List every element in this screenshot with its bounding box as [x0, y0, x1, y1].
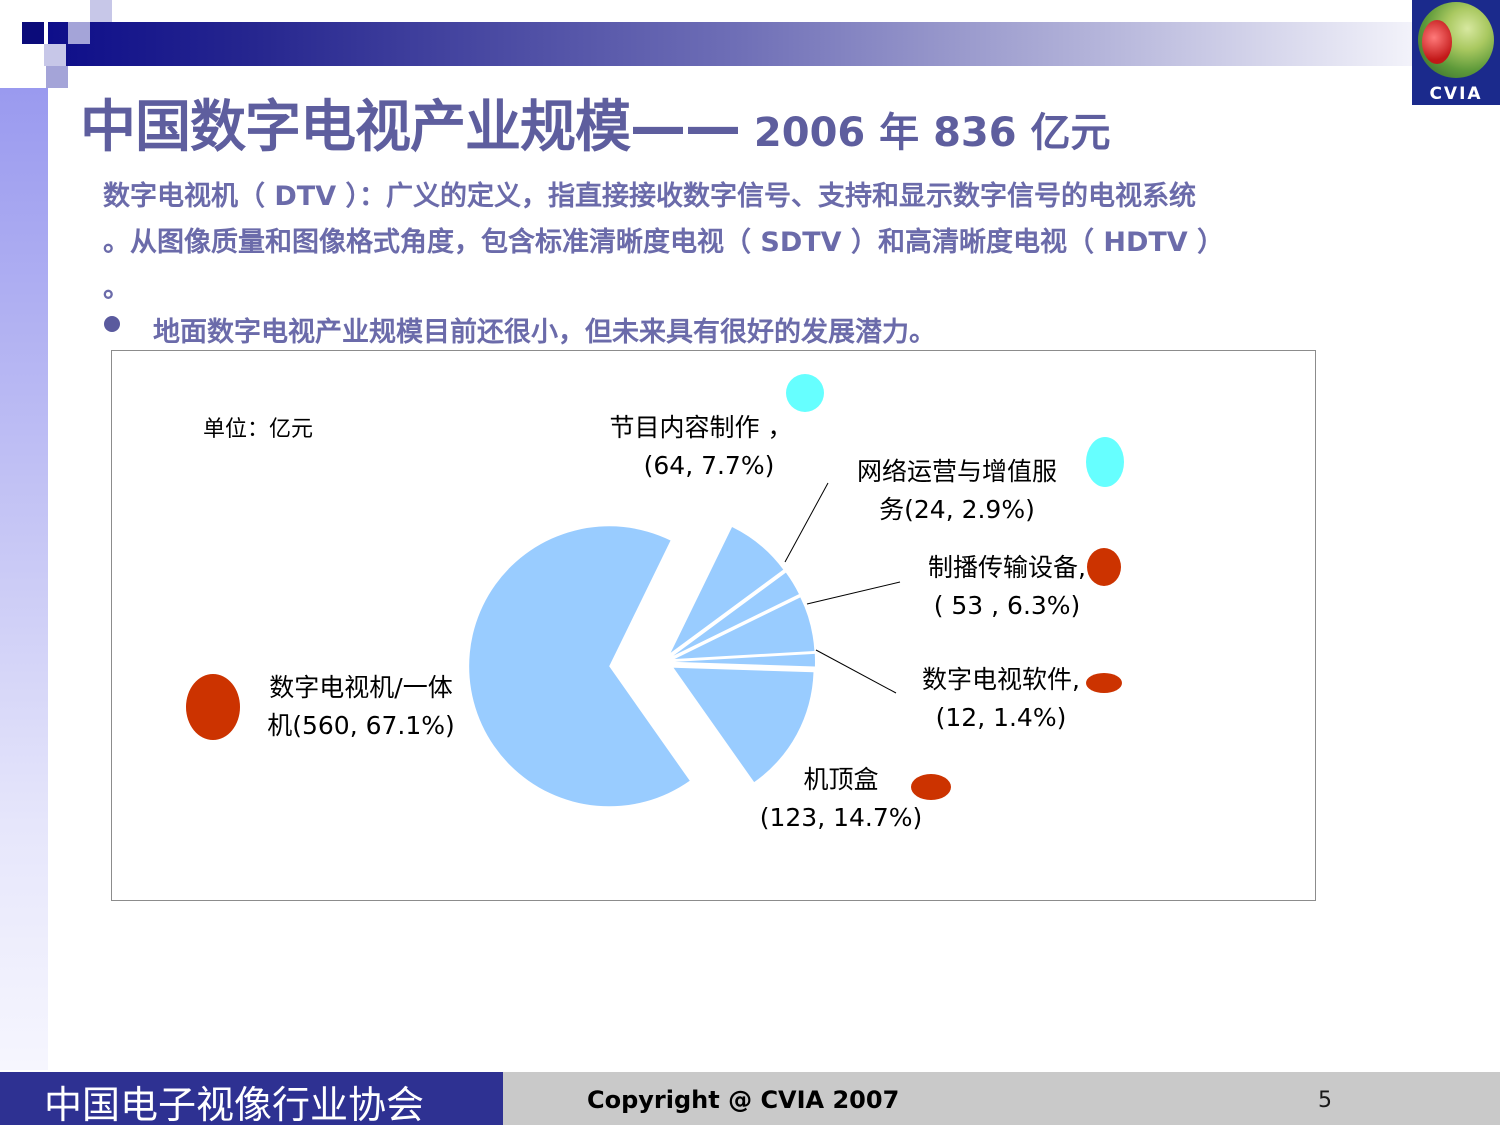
slice-marker-5 [911, 774, 951, 800]
pie-slice-2 [673, 572, 799, 656]
header-square-mid-2 [46, 66, 68, 88]
paragraph-line-2: 。从图像质量和图像格式角度，包含标准清晰度电视（ SDTV ）和高清晰度电视（ … [103, 227, 1225, 258]
logo-text: CVIA [1429, 84, 1483, 104]
bullet-icon [104, 316, 120, 332]
slice-label-1-line1: 节目内容制作 ， [610, 413, 793, 442]
slice-marker-2 [1086, 437, 1124, 487]
paragraph-line-3: 。 [103, 273, 130, 304]
page-number: 5 [1318, 1088, 1332, 1113]
slice-label-2-line2: 务(24, 2.9%) [879, 495, 1035, 524]
slice-label-0-line2: 机(560, 67.1%) [267, 711, 455, 740]
slice-marker-3 [1087, 548, 1121, 586]
slice-marker-0 [186, 674, 240, 740]
slice-label-4-line1: 数字电视软件, [922, 665, 1080, 694]
header-square-light-2 [44, 44, 66, 66]
slice-label-5-line1: 机顶盒 [803, 765, 878, 794]
paragraph-line-1: 数字电视机（ DTV ）：广义的定义，指直接接收数字信号、支持和显示数字信号的电… [103, 181, 1197, 212]
bullet-text: 地面数字电视产业规模目前还很小，但未来具有很好的发展潜力。 [153, 317, 936, 348]
slice-marker-4 [1086, 673, 1122, 693]
left-side-band [0, 88, 48, 1070]
leader-line-0 [784, 482, 829, 563]
pie-slice-1 [670, 526, 784, 653]
slice-label-5-line2: (123, 14.7%) [760, 803, 923, 832]
slide-title: 中国数字电视产业规模—— 2006 年 836 亿元 [80, 82, 1111, 163]
slice-label-2-line1: 网络运营与增值服 [857, 457, 1057, 486]
slice-label-3-line2: ( 53 , 6.3%) [934, 591, 1081, 620]
slice-label-0-line1: 数字电视机/一体 [269, 673, 452, 702]
slice-label-3-line1: 制播传输设备, [928, 553, 1086, 582]
logo-red-swoosh [1422, 20, 1452, 64]
slice-label-1-line2: (64, 7.7%) [644, 451, 775, 480]
header-gradient-band [48, 22, 1420, 66]
footer-org: 中国电子视像行业协会 [44, 1083, 425, 1127]
footer-org-panel [0, 1072, 503, 1125]
pie-slice-4 [674, 653, 815, 667]
leader-line-1 [806, 581, 901, 605]
header-square-mid [68, 22, 90, 44]
title-sub: 2006 年 836 亿元 [740, 110, 1111, 156]
chart-unit-label: 单位：亿元 [203, 417, 313, 442]
slice-marker-1 [786, 374, 824, 412]
slice-label-4-line2: (12, 1.4%) [936, 703, 1067, 732]
footer-copyright: Copyright @ CVIA 2007 [587, 1086, 900, 1114]
pie-slice-3 [674, 597, 815, 659]
header-square-dark [22, 22, 44, 44]
leader-line-2 [815, 649, 897, 694]
pie-slice-0 [469, 526, 690, 807]
title-main: 中国数字电视产业规模—— [80, 95, 741, 160]
pie-slice-5 [673, 667, 814, 783]
header-square-light [90, 0, 112, 22]
